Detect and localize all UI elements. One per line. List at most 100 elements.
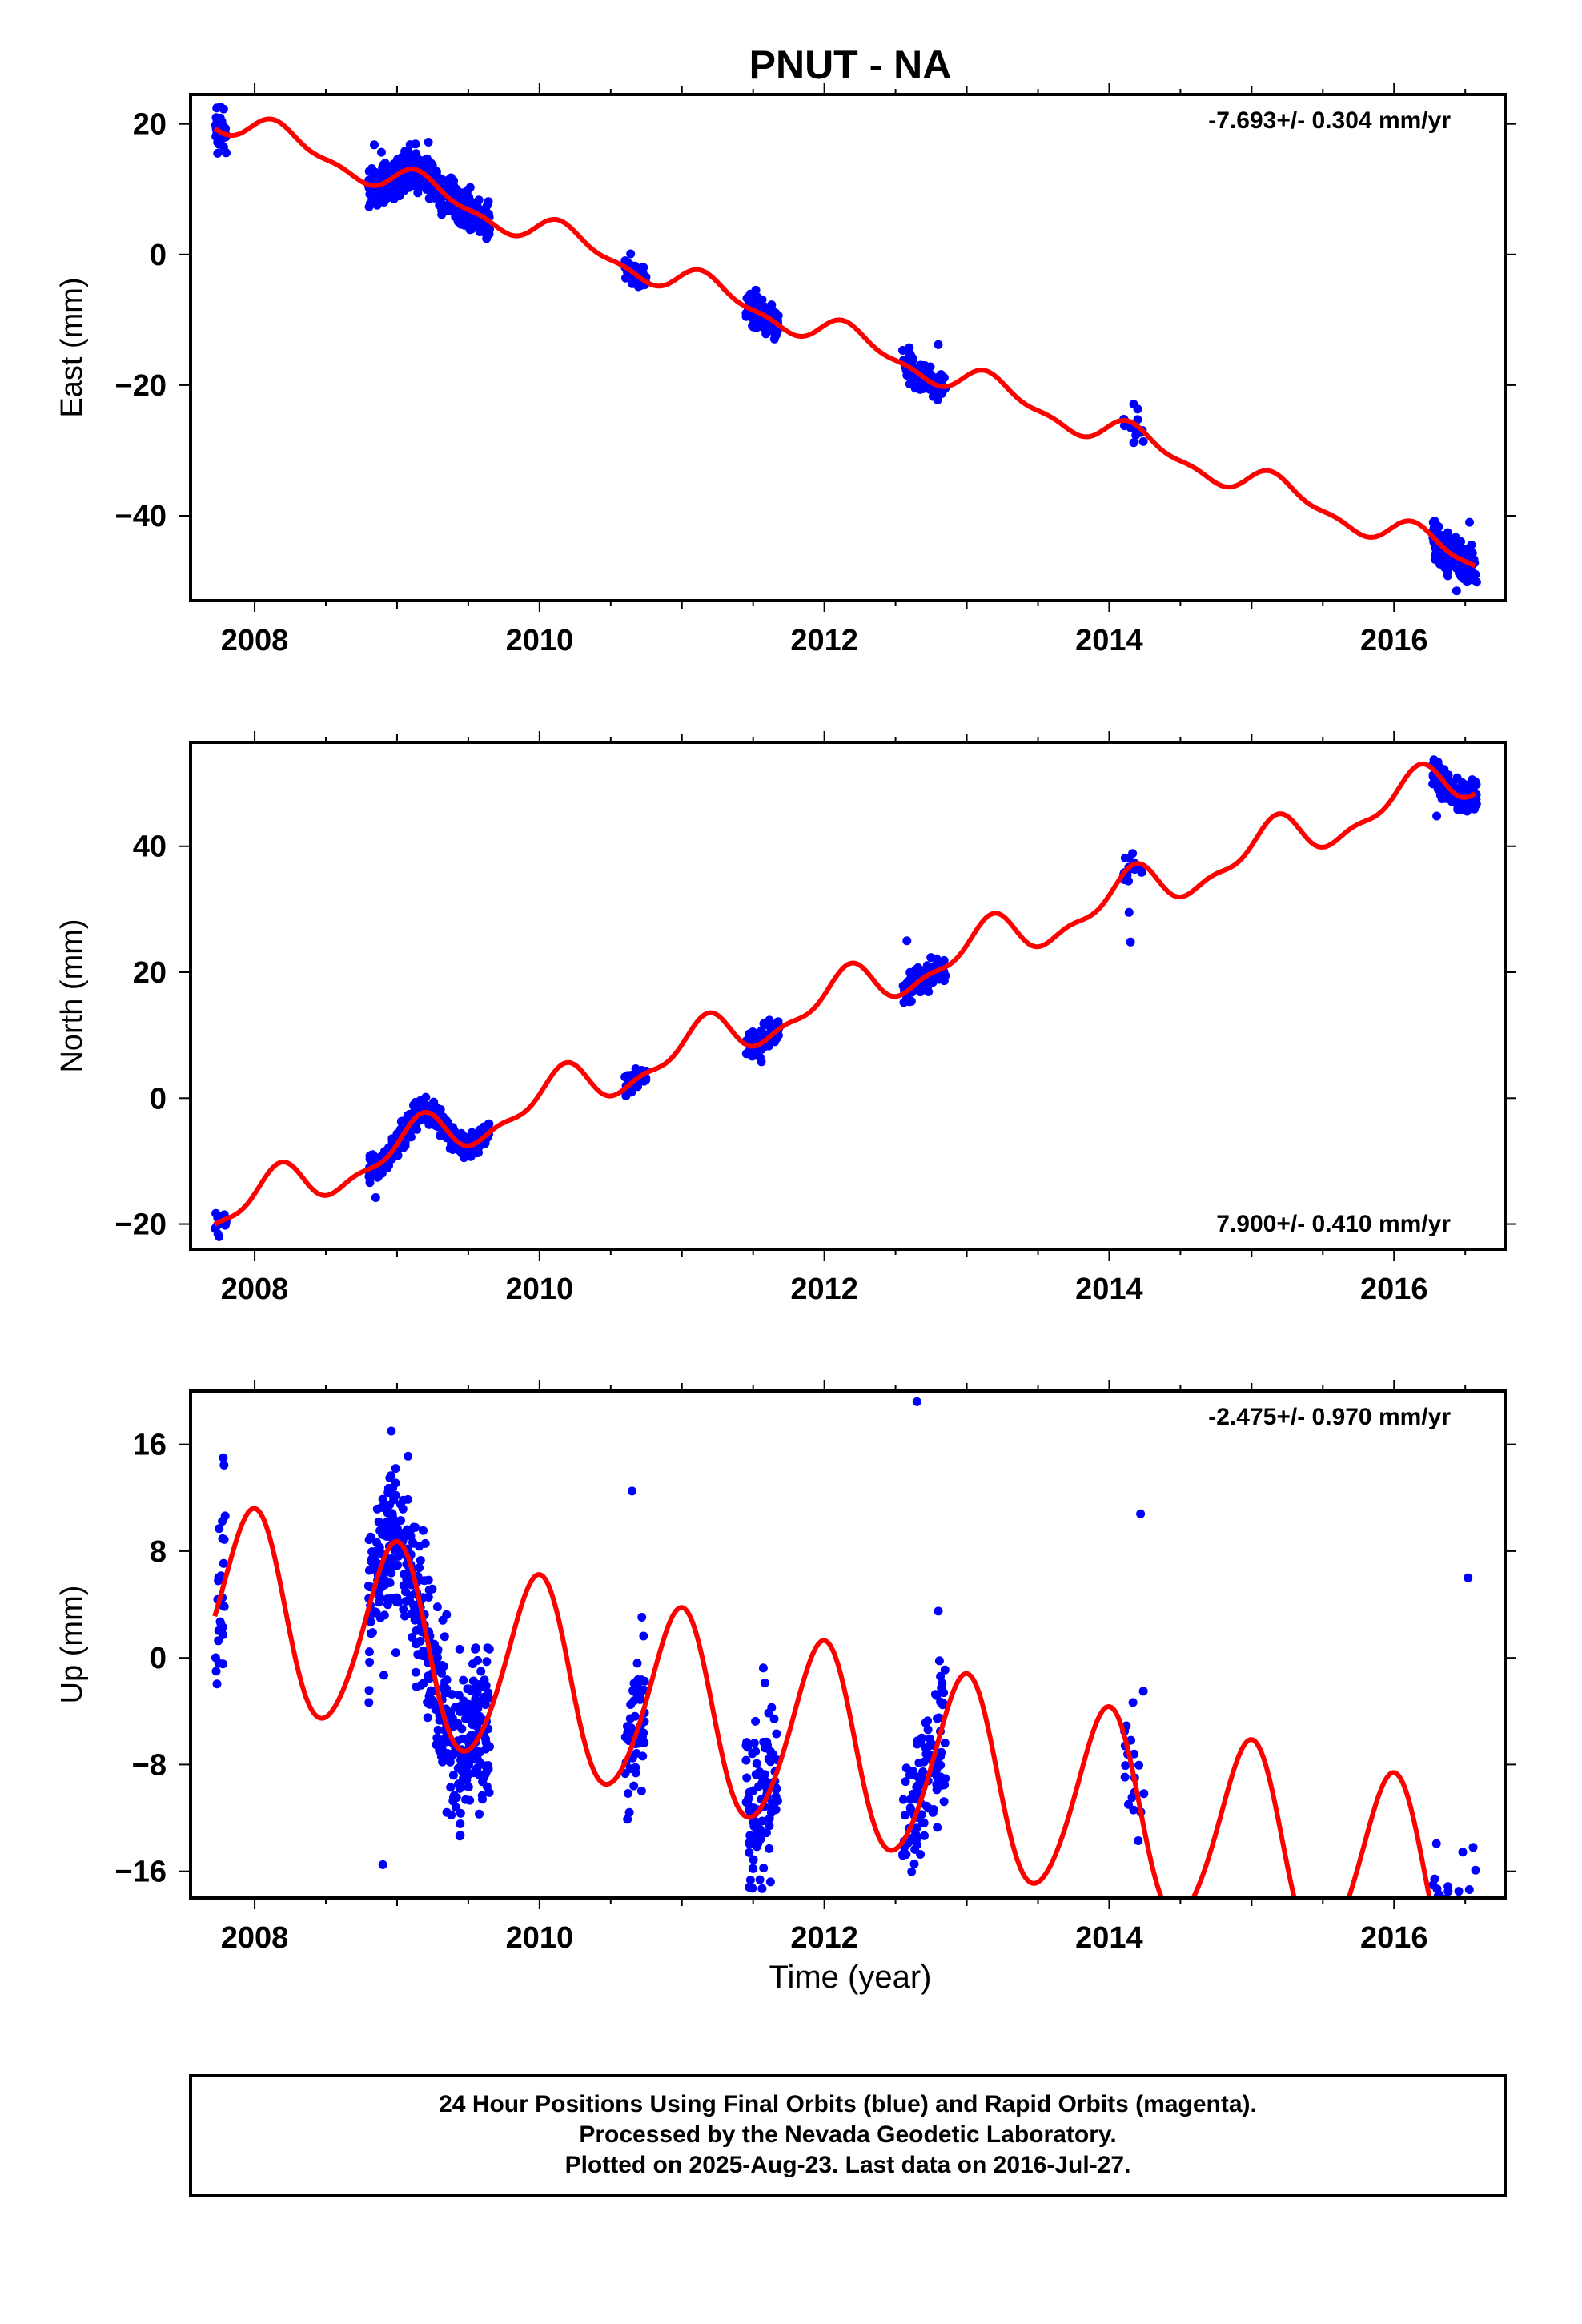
up-data-point	[1120, 1772, 1130, 1782]
up-data-point	[1470, 1980, 1479, 1989]
north-data-point	[1439, 765, 1449, 774]
up-data-point	[1448, 1982, 1457, 1991]
up-data-point	[755, 1875, 765, 1884]
up-data-point	[1447, 1952, 1456, 1960]
north-data-point	[744, 1033, 753, 1043]
north-data-point	[396, 1116, 406, 1126]
up-data-point	[372, 1504, 382, 1514]
up-data-point	[1430, 1920, 1439, 1929]
east-data-point	[1446, 534, 1456, 544]
up-data-point	[898, 1849, 908, 1859]
east-data-point	[746, 299, 756, 308]
up-data-point	[455, 1783, 464, 1793]
up-data-point	[1139, 1789, 1149, 1799]
north-data-point	[1472, 799, 1481, 809]
up-data-point	[480, 1692, 489, 1702]
up-data-point	[1462, 1969, 1471, 1978]
up-data-point	[1124, 1799, 1133, 1809]
up-data-point	[1450, 1967, 1459, 1976]
east-data-point	[389, 191, 399, 200]
east-data-point	[626, 249, 636, 259]
up-data-point	[628, 1486, 636, 1496]
up-data-point	[410, 1605, 420, 1614]
up-data-point	[428, 1695, 438, 1705]
east-data-point	[898, 346, 907, 355]
up-data-point	[1444, 1940, 1453, 1949]
up-data-point	[1448, 2016, 1457, 2024]
up-data-point	[1461, 1989, 1470, 1998]
up-data-point	[919, 1757, 929, 1767]
up-data-point	[432, 1602, 442, 1612]
up-data-point	[623, 1815, 632, 1824]
up-data-point	[1445, 2041, 1454, 2049]
north-data-point	[1120, 853, 1130, 862]
up-data-point	[218, 1659, 227, 1669]
east-data-point	[741, 308, 751, 318]
up-data-point	[465, 1795, 475, 1805]
north-data-point	[1453, 805, 1463, 814]
up-data-point	[745, 1883, 754, 1892]
north-data-point	[621, 1091, 631, 1100]
north-data-point	[753, 1050, 763, 1059]
up-data-point	[638, 1751, 648, 1761]
up-data-point	[1471, 1946, 1480, 1955]
north-data-point	[406, 1132, 416, 1142]
east-y-tick-label: 20	[133, 108, 167, 142]
up-data-point	[1466, 2019, 1475, 2028]
up-data-point	[400, 1611, 410, 1621]
up-data-point	[1465, 1982, 1474, 1991]
up-data-point	[632, 1659, 642, 1668]
up-x-tick-label: 2010	[506, 1921, 574, 1955]
up-data-point	[624, 1807, 634, 1817]
up-data-point	[907, 1867, 917, 1876]
east-data-point	[380, 159, 390, 168]
up-data-point	[481, 1768, 491, 1777]
up-data-point	[384, 1509, 394, 1518]
up-data-point	[744, 1900, 753, 1909]
north-data-point	[1124, 907, 1134, 917]
north-x-tick-label: 2014	[1075, 1273, 1143, 1306]
up-data-point	[401, 1597, 411, 1606]
up-data-point	[637, 1613, 647, 1622]
up-data-point	[411, 1667, 420, 1677]
up-data-point	[1444, 1992, 1453, 2000]
up-data-point	[743, 1797, 753, 1807]
up-data-point	[1441, 2005, 1450, 2014]
up-data-point	[1449, 2045, 1458, 2053]
up-data-point	[765, 1821, 774, 1831]
north-data-point	[467, 1146, 476, 1156]
east-data-point	[1133, 404, 1142, 414]
up-data-point	[636, 1786, 646, 1795]
up-panel: 2008 2010 2012 2014 2016 16 8 0 −8 −16 Up (mm) -2.4…	[55, 1380, 1516, 2094]
up-data-point	[1464, 1904, 1473, 1912]
up-data-point	[1431, 1839, 1441, 1848]
up-data-point	[1431, 1939, 1439, 1948]
up-data-point	[1443, 2085, 1452, 2094]
up-data-point	[938, 1699, 948, 1708]
up-data-point	[1450, 1962, 1459, 1971]
up-data-point	[1432, 1914, 1441, 1923]
north-data-point	[1464, 802, 1474, 812]
up-data-point	[1134, 1836, 1143, 1845]
up-data-point	[416, 1636, 425, 1646]
up-data-point	[216, 1618, 226, 1628]
up-data-point	[921, 1801, 931, 1811]
up-data-point	[1448, 2000, 1457, 2008]
up-data-point	[1466, 1993, 1475, 2002]
up-data-point	[629, 1781, 639, 1791]
up-data-point	[1437, 1956, 1446, 1964]
up-data-point	[1443, 2013, 1452, 2022]
up-data-point	[1455, 2014, 1464, 2023]
up-data-point	[1447, 1936, 1456, 1945]
up-data-point	[371, 1549, 380, 1558]
east-data-point	[476, 227, 486, 236]
north-data-point	[939, 976, 949, 986]
up-data-point	[1455, 2005, 1464, 2014]
north-data-point	[365, 1178, 375, 1188]
up-data-point	[751, 1716, 761, 1726]
up-data-point	[1449, 1900, 1458, 1909]
east-data-point	[367, 164, 376, 173]
up-data-point	[759, 1864, 769, 1873]
east-model-fit-line	[213, 116, 1477, 569]
east-data-point	[1464, 569, 1472, 579]
